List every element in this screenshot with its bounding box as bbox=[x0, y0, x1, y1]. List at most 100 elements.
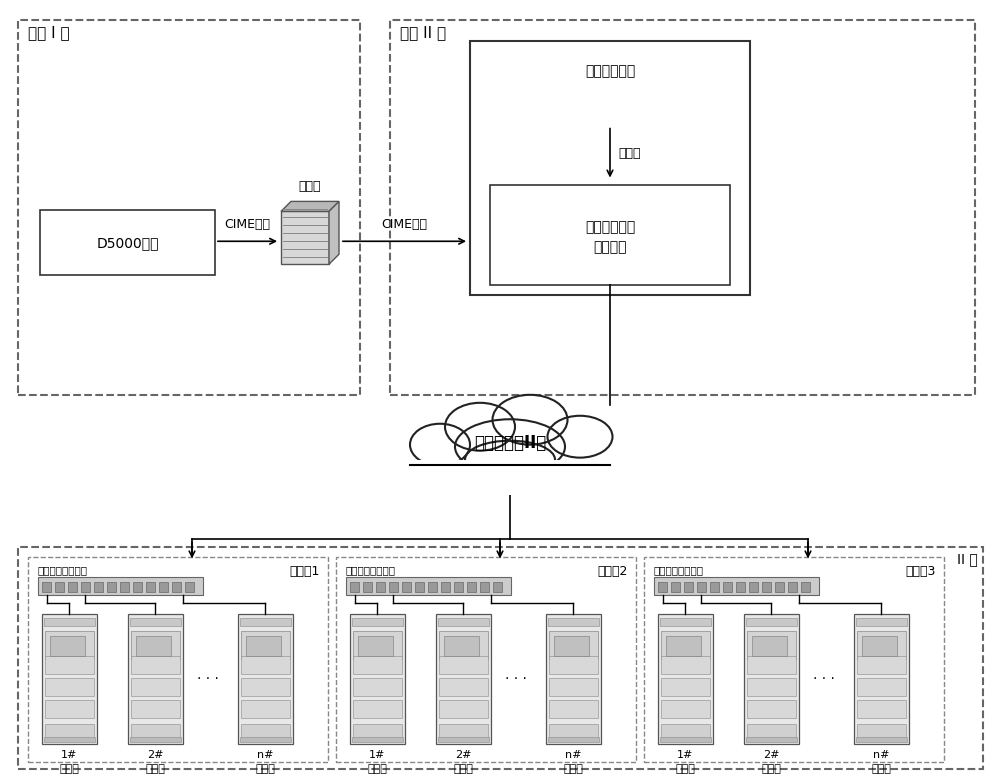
Bar bbox=[661, 678, 710, 696]
Bar bbox=[131, 700, 180, 718]
Bar bbox=[241, 724, 290, 739]
Bar bbox=[654, 577, 819, 595]
Text: 诊断模块: 诊断模块 bbox=[593, 241, 627, 255]
Text: 录波联网系统: 录波联网系统 bbox=[585, 64, 635, 78]
Bar bbox=[50, 636, 85, 656]
Text: D5000系统: D5000系统 bbox=[96, 236, 159, 250]
Bar bbox=[428, 582, 437, 592]
Bar bbox=[246, 636, 281, 656]
Bar bbox=[44, 618, 95, 626]
Bar bbox=[439, 700, 488, 718]
Text: 录波器: 录波器 bbox=[676, 764, 695, 774]
Bar bbox=[747, 724, 796, 739]
Polygon shape bbox=[281, 211, 329, 264]
Bar bbox=[380, 459, 640, 494]
Text: 录波器: 录波器 bbox=[368, 764, 387, 774]
Bar bbox=[28, 557, 328, 762]
Bar bbox=[353, 656, 402, 674]
Text: 录波器: 录波器 bbox=[454, 764, 473, 774]
Text: II 区: II 区 bbox=[957, 553, 978, 566]
Bar bbox=[352, 736, 403, 742]
Bar bbox=[660, 736, 711, 742]
Bar bbox=[45, 678, 94, 696]
Bar bbox=[549, 631, 598, 659]
Bar bbox=[801, 582, 810, 592]
Bar bbox=[436, 614, 491, 743]
Bar bbox=[346, 577, 511, 595]
Text: 2#: 2# bbox=[147, 750, 164, 760]
Bar bbox=[131, 724, 180, 739]
Bar bbox=[55, 582, 64, 592]
Text: · · ·: · · · bbox=[197, 672, 219, 686]
Bar bbox=[241, 700, 290, 718]
Bar bbox=[240, 736, 291, 742]
Text: 录波器: 录波器 bbox=[60, 764, 79, 774]
Bar bbox=[470, 41, 750, 295]
Bar bbox=[44, 736, 95, 742]
Bar bbox=[549, 656, 598, 674]
Bar bbox=[854, 614, 909, 743]
Bar bbox=[493, 582, 502, 592]
Ellipse shape bbox=[548, 416, 612, 458]
Bar bbox=[661, 724, 710, 739]
Bar bbox=[658, 582, 667, 592]
Bar bbox=[788, 582, 797, 592]
Text: 1#: 1# bbox=[677, 750, 694, 760]
Bar bbox=[856, 618, 907, 626]
Text: 录波网接入交换机: 录波网接入交换机 bbox=[346, 566, 396, 575]
Bar bbox=[130, 736, 181, 742]
Bar bbox=[710, 582, 719, 592]
Bar bbox=[120, 582, 129, 592]
Bar bbox=[353, 700, 402, 718]
Bar bbox=[467, 582, 476, 592]
Ellipse shape bbox=[445, 403, 515, 451]
Bar bbox=[45, 656, 94, 674]
Bar bbox=[439, 656, 488, 674]
Text: CIME文件: CIME文件 bbox=[224, 218, 270, 231]
Bar bbox=[747, 678, 796, 696]
Bar bbox=[857, 724, 906, 739]
Text: 1#: 1# bbox=[369, 750, 386, 760]
Bar bbox=[762, 582, 771, 592]
Bar bbox=[352, 618, 403, 626]
Bar bbox=[775, 582, 784, 592]
Text: 母线实时故障: 母线实时故障 bbox=[585, 220, 635, 234]
Text: 安全 I 区: 安全 I 区 bbox=[28, 25, 70, 40]
Bar bbox=[736, 582, 745, 592]
Bar bbox=[402, 582, 411, 592]
Bar bbox=[172, 582, 181, 592]
Bar bbox=[549, 700, 598, 718]
Bar bbox=[661, 656, 710, 674]
Bar bbox=[658, 614, 713, 743]
Bar bbox=[490, 185, 730, 285]
Bar bbox=[107, 582, 116, 592]
Bar bbox=[752, 636, 787, 656]
Bar bbox=[240, 618, 291, 626]
Bar bbox=[444, 636, 479, 656]
Text: 调度数据网II区: 调度数据网II区 bbox=[474, 434, 546, 452]
Bar bbox=[353, 631, 402, 659]
Bar bbox=[856, 736, 907, 742]
Bar bbox=[128, 614, 183, 743]
Ellipse shape bbox=[465, 441, 555, 479]
Bar bbox=[862, 636, 897, 656]
Bar bbox=[415, 582, 424, 592]
Bar bbox=[546, 614, 601, 743]
Bar bbox=[671, 582, 680, 592]
Bar bbox=[241, 678, 290, 696]
Text: 变电站2: 变电站2 bbox=[598, 566, 628, 578]
Bar bbox=[358, 636, 393, 656]
Bar bbox=[68, 582, 77, 592]
Bar bbox=[390, 20, 975, 395]
Bar bbox=[353, 678, 402, 696]
Bar bbox=[746, 736, 797, 742]
Bar bbox=[131, 656, 180, 674]
Text: 安全 II 区: 安全 II 区 bbox=[400, 25, 446, 40]
Bar bbox=[45, 724, 94, 739]
Bar bbox=[133, 582, 142, 592]
Bar bbox=[749, 582, 758, 592]
Bar bbox=[438, 736, 489, 742]
Bar bbox=[241, 656, 290, 674]
Bar bbox=[350, 614, 405, 743]
Bar bbox=[666, 636, 701, 656]
